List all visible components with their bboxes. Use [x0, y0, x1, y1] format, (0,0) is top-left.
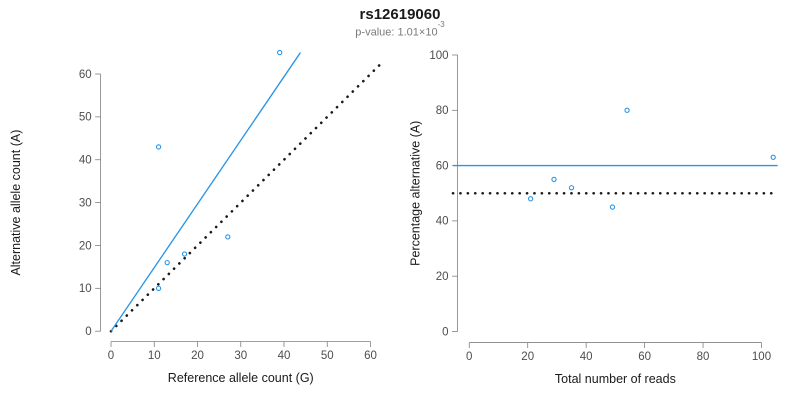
svg-text:50: 50: [79, 112, 92, 124]
svg-text:Reference allele count (G): Reference allele count (G): [168, 371, 314, 385]
svg-text:60: 60: [79, 69, 92, 81]
svg-text:100: 100: [429, 50, 448, 62]
svg-text:0: 0: [466, 351, 472, 363]
svg-text:60: 60: [436, 160, 449, 172]
svg-text:50: 50: [321, 350, 334, 362]
svg-text:0: 0: [85, 326, 91, 338]
svg-text:Total number of reads: Total number of reads: [555, 372, 676, 386]
svg-text:20: 20: [521, 351, 534, 363]
svg-text:30: 30: [234, 350, 247, 362]
svg-text:Percentage alternative (A): Percentage alternative (A): [409, 121, 423, 266]
svg-text:10: 10: [79, 283, 92, 295]
svg-text:100: 100: [752, 351, 771, 363]
svg-text:60: 60: [364, 350, 377, 362]
svg-text:20: 20: [79, 240, 92, 252]
svg-text:20: 20: [191, 350, 204, 362]
svg-text:40: 40: [79, 155, 92, 167]
svg-text:30: 30: [79, 197, 92, 209]
svg-text:40: 40: [436, 216, 449, 228]
svg-text:20: 20: [436, 271, 449, 283]
svg-text:40: 40: [580, 351, 593, 363]
svg-text:Alternative allele count (A): Alternative allele count (A): [9, 130, 23, 276]
svg-text:0: 0: [442, 326, 448, 338]
svg-text:60: 60: [638, 351, 651, 363]
svg-text:10: 10: [148, 350, 161, 362]
svg-text:80: 80: [697, 351, 710, 363]
svg-text:0: 0: [108, 350, 114, 362]
svg-text:40: 40: [278, 350, 291, 362]
svg-text:80: 80: [436, 105, 449, 117]
